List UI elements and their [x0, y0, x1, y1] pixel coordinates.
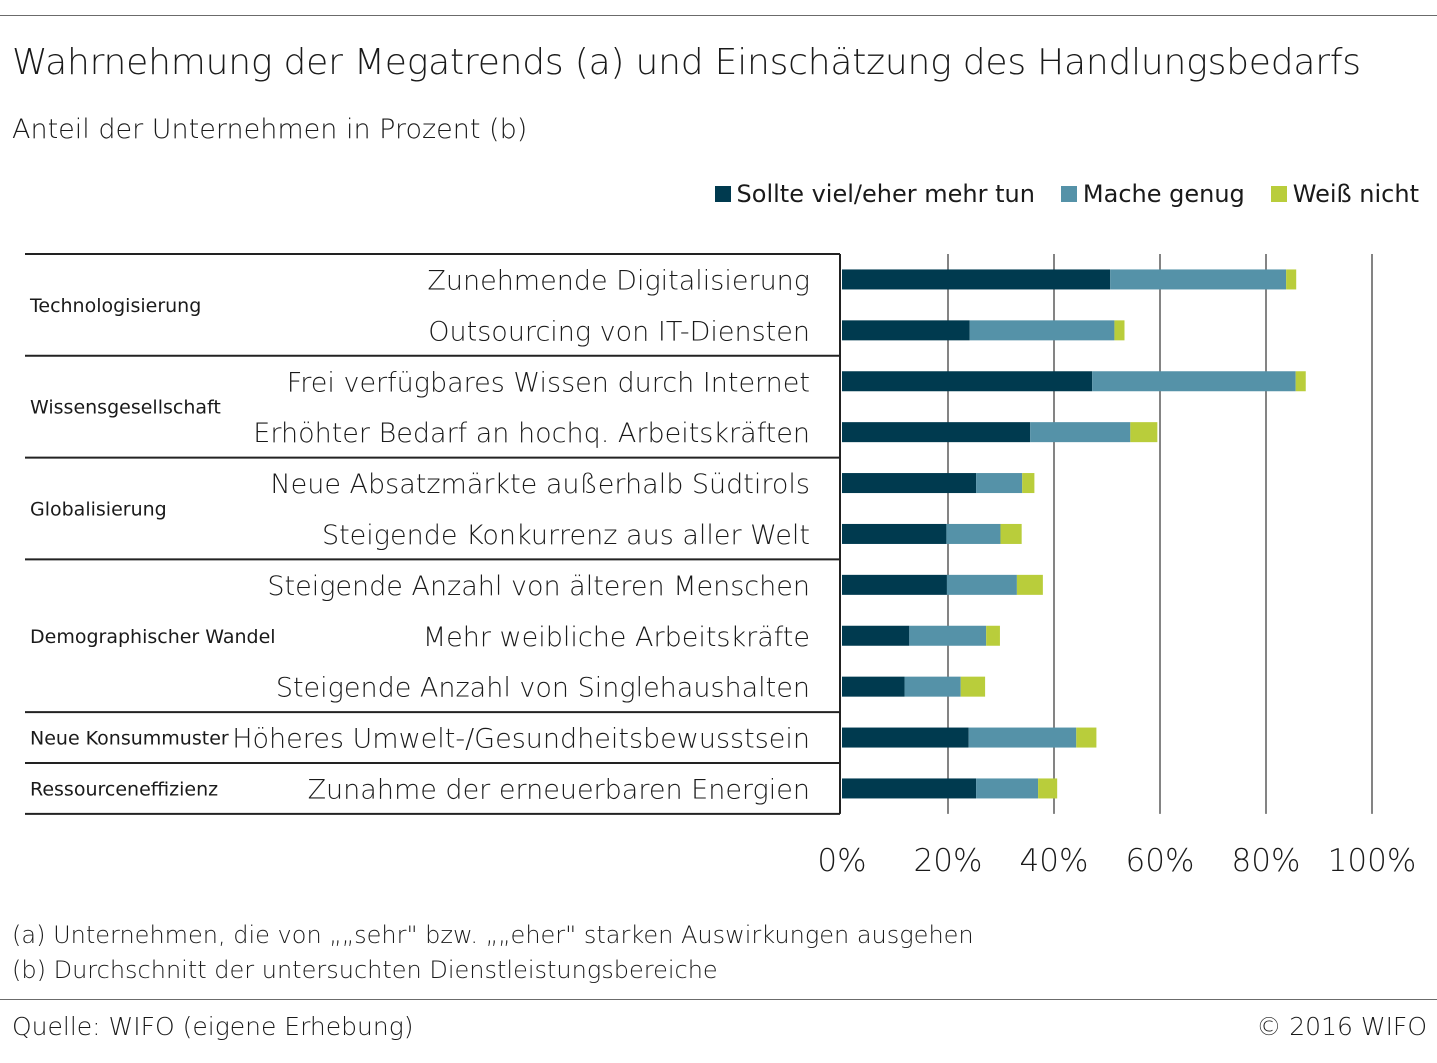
bar-weiss-nicht-neue-absatzmarkte-ausserhalb-sudtirols — [1022, 473, 1035, 494]
legend-label-weiss-nicht: Weiß nicht — [1292, 180, 1419, 208]
legend-swatch-mache-genug — [1060, 186, 1077, 202]
bar-weiss-nicht-erhohter-bedarf-an-hochq-arbeitskraften — [1130, 422, 1158, 443]
bar-weiss-nicht-zunehmende-digitalisierung — [1286, 269, 1297, 290]
category-label-outsourcing-von-it-diensten: Outsourcing von IT-Diensten — [428, 316, 810, 347]
bar-mache-genug-steigende-konkurrenz-aus-aller-welt — [946, 523, 1001, 544]
legend-label-sollte: Sollte viel/eher mehr tun — [736, 180, 1035, 208]
group-label-neue-konsummuster: Neue Konsummuster — [30, 728, 229, 750]
group-label-technologisierung: Technologisierung — [29, 295, 201, 317]
chart-title: Wahrnehmung der Megatrends (a) und Einsc… — [12, 42, 1361, 83]
group-label-wissensgesellschaft: Wissensgesellschaft — [30, 397, 221, 419]
bar-sollte-viel-eher-mehr-tun-mehr-weibliche-arbeitskrafte — [842, 625, 910, 646]
legend-item-weiss-nicht: Weiß nicht — [1270, 180, 1419, 208]
bar-mache-genug-erhohter-bedarf-an-hochq-arbeitskraften — [1030, 422, 1131, 443]
bar-weiss-nicht-hoheres-umwelt-gesundheitsbewusstsein — [1076, 727, 1097, 748]
bar-sollte-viel-eher-mehr-tun-hoheres-umwelt-gesundheitsbewusstsein — [842, 727, 969, 748]
bar-sollte-viel-eher-mehr-tun-neue-absatzmarkte-ausserhalb-sudtirols — [842, 473, 977, 494]
x-tick-label-4: 80% — [1232, 843, 1301, 879]
bar-weiss-nicht-mehr-weibliche-arbeitskrafte — [986, 625, 1000, 646]
category-label-neue-absatzmarkte-ausserhalb-sudtirols: Neue Absatzmärkte außerhalb Südtirols — [270, 469, 810, 500]
legend-item-sollte: Sollte viel/eher mehr tun — [714, 180, 1035, 208]
legend-label-mache-genug: Mache genug — [1082, 180, 1245, 208]
footnote-a: (a) Unternehmen, die von „„sehr" bzw. „„… — [12, 921, 974, 949]
bar-weiss-nicht-steigende-anzahl-von-singlehaushalten — [960, 676, 986, 697]
x-tick-label-1: 20% — [914, 843, 983, 879]
bar-mache-genug-mehr-weibliche-arbeitskrafte — [909, 625, 987, 646]
category-label-erhohter-bedarf-an-hochq-arbeitskraften: Erhöhter Bedarf an hochq. Arbeitskräften — [253, 418, 810, 449]
bar-weiss-nicht-outsourcing-von-it-diensten — [1114, 320, 1125, 341]
bar-weiss-nicht-frei-verfugbares-wissen-durch-internet — [1295, 371, 1306, 392]
bar-sollte-viel-eher-mehr-tun-outsourcing-von-it-diensten — [842, 320, 970, 341]
group-label-demographischer-wandel: Demographischer Wandel — [30, 626, 276, 648]
x-tick-label-3: 60% — [1126, 843, 1195, 879]
x-tick-label-5: 100% — [1328, 843, 1417, 879]
bar-sollte-viel-eher-mehr-tun-zunehmende-digitalisierung — [842, 269, 1111, 290]
bar-mache-genug-steigende-anzahl-von-singlehaushalten — [904, 676, 961, 697]
bar-mache-genug-outsourcing-von-it-diensten — [969, 320, 1115, 341]
bar-sollte-viel-eher-mehr-tun-steigende-anzahl-von-singlehaushalten — [842, 676, 905, 697]
bar-weiss-nicht-steigende-konkurrenz-aus-aller-welt — [1000, 523, 1022, 544]
category-label-mehr-weibliche-arbeitskrafte: Mehr weibliche Arbeitskräfte — [423, 622, 810, 653]
category-label-steigende-konkurrenz-aus-aller-welt: Steigende Konkurrenz aus aller Welt — [322, 520, 810, 551]
category-label-steigende-anzahl-von-alteren-menschen: Steigende Anzahl von älteren Menschen — [267, 571, 810, 602]
bar-mache-genug-zunahme-der-erneuerbaren-energien — [976, 778, 1039, 799]
bar-mache-genug-zunehmende-digitalisierung — [1110, 269, 1287, 290]
bar-weiss-nicht-zunahme-der-erneuerbaren-energien — [1038, 778, 1058, 799]
bar-mache-genug-steigende-anzahl-von-alteren-menschen — [946, 574, 1017, 595]
bar-mache-genug-frei-verfugbares-wissen-durch-internet — [1092, 371, 1296, 392]
category-label-frei-verfugbares-wissen-durch-internet: Frei verfügbares Wissen durch Internet — [287, 367, 810, 398]
bar-sollte-viel-eher-mehr-tun-steigende-anzahl-von-alteren-menschen — [842, 574, 947, 595]
legend-item-mache-genug: Mache genug — [1060, 180, 1245, 208]
bar-sollte-viel-eher-mehr-tun-frei-verfugbares-wissen-durch-internet — [842, 371, 1093, 392]
legend-swatch-weiss-nicht — [1270, 186, 1287, 202]
bar-mache-genug-neue-absatzmarkte-ausserhalb-sudtirols — [976, 473, 1023, 494]
bottom-rule — [0, 999, 1437, 1000]
footnote-b: (b) Durchschnitt der untersuchten Dienst… — [12, 956, 718, 984]
group-label-ressourceneffizienz: Ressourceneffizienz — [30, 778, 218, 800]
category-label-hoheres-umwelt-gesundheitsbewusstsein: Höheres Umwelt-/Gesundheitsbewusstsein — [232, 724, 810, 755]
bar-sollte-viel-eher-mehr-tun-zunahme-der-erneuerbaren-energien — [842, 778, 977, 799]
bar-weiss-nicht-steigende-anzahl-von-alteren-menschen — [1016, 574, 1043, 595]
legend: Sollte viel/eher mehr tun Mache genug We… — [689, 180, 1419, 208]
top-rule — [0, 15, 1437, 16]
category-label-zunahme-der-erneuerbaren-energien: Zunahme der erneuerbaren Energien — [308, 774, 810, 805]
bar-mache-genug-hoheres-umwelt-gesundheitsbewusstsein — [968, 727, 1077, 748]
group-label-globalisierung: Globalisierung — [30, 499, 167, 521]
category-label-steigende-anzahl-von-singlehaushalten: Steigende Anzahl von Singlehaushalten — [276, 673, 810, 704]
x-tick-label-0: 0% — [817, 843, 866, 879]
legend-swatch-sollte — [714, 186, 731, 202]
chart-subtitle: Anteil der Unternehmen in Prozent (b) — [12, 114, 528, 145]
copyright-note: © 2016 WIFO — [1256, 1012, 1427, 1041]
stacked-bar-chart: 0% 20% 40% 60% 80% 100% Zunehmende Digitalisie… — [25, 253, 1417, 879]
x-tick-label-2: 40% — [1020, 843, 1089, 879]
bar-sollte-viel-eher-mehr-tun-steigende-konkurrenz-aus-aller-welt — [842, 523, 947, 544]
bar-sollte-viel-eher-mehr-tun-erhohter-bedarf-an-hochq-arbeitskraften — [842, 422, 1031, 443]
source-note: Quelle: WIFO (eigene Erhebung) — [12, 1012, 414, 1041]
category-label-zunehmende-digitalisierung: Zunehmende Digitalisierung — [427, 265, 810, 296]
